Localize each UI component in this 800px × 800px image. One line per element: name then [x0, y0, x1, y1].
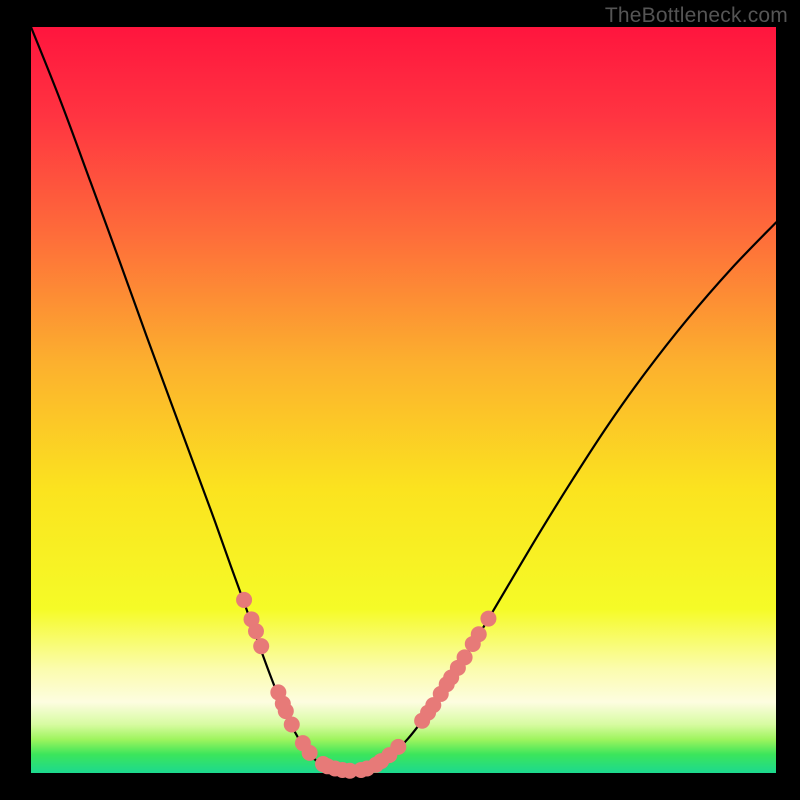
- data-marker: [480, 611, 496, 627]
- data-marker: [302, 745, 318, 761]
- data-marker: [390, 739, 406, 755]
- chart-svg: [0, 0, 800, 800]
- watermark-text: TheBottleneck.com: [605, 4, 788, 28]
- data-marker: [248, 623, 264, 639]
- data-marker: [471, 626, 487, 642]
- data-marker: [236, 592, 252, 608]
- data-marker: [284, 717, 300, 733]
- bottleneck-chart: TheBottleneck.com: [0, 0, 800, 800]
- data-marker: [253, 638, 269, 654]
- data-marker: [457, 649, 473, 665]
- gradient-background: [31, 27, 776, 773]
